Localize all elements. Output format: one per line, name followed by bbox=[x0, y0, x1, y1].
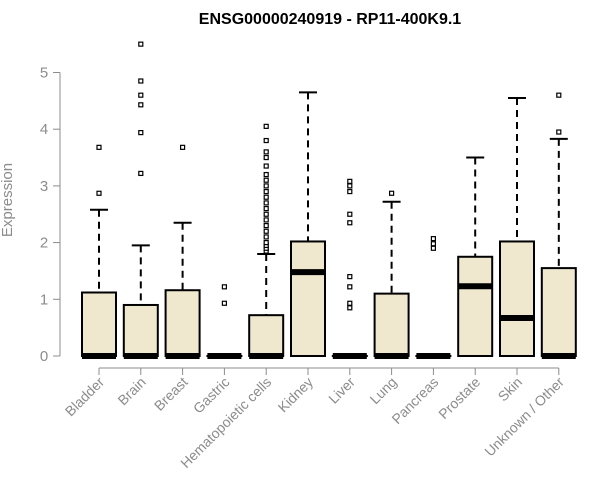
x-tick-label: Brain bbox=[114, 374, 148, 408]
outlier-point bbox=[138, 78, 144, 84]
outlier-point bbox=[347, 188, 353, 195]
x-tick-label: Bladder bbox=[62, 374, 108, 420]
y-axis: 0 1 2 3 4 5 bbox=[40, 65, 61, 365]
outlier-point bbox=[389, 190, 395, 196]
outlier-point bbox=[263, 205, 269, 212]
box-breast bbox=[164, 144, 201, 359]
x-tick-label: Prostate bbox=[435, 374, 483, 422]
outlier-point bbox=[347, 274, 353, 280]
box-bladder bbox=[81, 144, 117, 359]
outlier-point bbox=[347, 284, 353, 290]
outlier-point bbox=[263, 183, 269, 189]
box-liver bbox=[331, 178, 368, 359]
x-tick-label: Unknown / Other bbox=[481, 374, 567, 460]
outlier-point bbox=[263, 211, 269, 217]
outlier-point bbox=[347, 211, 353, 217]
boxes bbox=[81, 41, 577, 359]
box-body bbox=[248, 314, 285, 357]
outlier-point bbox=[347, 178, 353, 184]
outlier-point bbox=[263, 163, 269, 169]
x-tick-label: Skin bbox=[495, 374, 526, 405]
box-skin bbox=[499, 97, 535, 357]
chart-title: ENSG00000240919 - RP11-400K9.1 bbox=[199, 11, 462, 28]
outlier-point bbox=[138, 92, 144, 98]
box-prostate bbox=[457, 156, 494, 357]
outlier-point bbox=[263, 154, 269, 161]
box-lung bbox=[373, 190, 410, 359]
outlier-point bbox=[263, 188, 269, 195]
outlier-point bbox=[263, 234, 269, 240]
outlier-point bbox=[263, 149, 269, 155]
y-tick-label: 4 bbox=[40, 121, 48, 138]
outlier-point bbox=[347, 305, 353, 311]
outlier-point bbox=[96, 190, 102, 196]
outlier-point bbox=[263, 200, 269, 206]
outlier-point bbox=[263, 217, 269, 223]
y-tick-label: 0 bbox=[40, 348, 48, 365]
outlier-point bbox=[347, 183, 353, 189]
y-tick-label: 3 bbox=[40, 178, 48, 195]
box-body bbox=[540, 267, 577, 357]
box-gastric bbox=[206, 284, 243, 359]
box-unknown-other bbox=[540, 92, 577, 359]
outlier-point bbox=[221, 300, 227, 306]
outlier-point bbox=[138, 102, 144, 108]
outlier-point bbox=[430, 236, 436, 242]
box-body bbox=[164, 289, 201, 357]
outlier-point bbox=[138, 130, 144, 136]
box-pancreas bbox=[415, 236, 452, 359]
box-body bbox=[499, 240, 535, 357]
box-body bbox=[290, 240, 326, 357]
outlier-point bbox=[263, 222, 269, 229]
outlier-point bbox=[556, 129, 562, 135]
outlier-point bbox=[263, 194, 269, 200]
outlier-point bbox=[556, 92, 562, 98]
x-tick-label: Kidney bbox=[275, 374, 317, 416]
outlier-point bbox=[263, 240, 269, 246]
x-tick-label: Lung bbox=[366, 374, 399, 407]
outlier-point bbox=[347, 220, 353, 226]
x-tick-label: Breast bbox=[151, 374, 191, 414]
outlier-point bbox=[138, 41, 144, 47]
outlier-point bbox=[221, 284, 227, 290]
outlier-point bbox=[430, 241, 436, 247]
outlier-point bbox=[263, 137, 269, 144]
outlier-point bbox=[263, 177, 269, 183]
y-tick-label: 2 bbox=[40, 235, 48, 252]
box-kidney bbox=[290, 91, 326, 357]
outlier-point bbox=[138, 170, 144, 177]
box-hematopoietic-cells bbox=[248, 123, 285, 359]
box-brain bbox=[122, 41, 159, 359]
x-tick-label: Liver bbox=[325, 374, 358, 407]
y-tick-label: 5 bbox=[40, 65, 48, 82]
outlier-point bbox=[430, 245, 436, 251]
box-body bbox=[81, 291, 117, 358]
box-body bbox=[457, 255, 494, 357]
outlier-point bbox=[180, 144, 186, 150]
y-axis-label: Expression bbox=[0, 163, 16, 237]
outlier-point bbox=[263, 171, 269, 178]
outlier-point bbox=[263, 228, 269, 234]
outlier-point bbox=[96, 144, 102, 150]
outlier-point bbox=[263, 123, 269, 129]
box-body bbox=[373, 292, 410, 358]
y-tick-label: 1 bbox=[40, 291, 48, 308]
box-body bbox=[122, 303, 159, 357]
outlier-point bbox=[347, 300, 353, 306]
